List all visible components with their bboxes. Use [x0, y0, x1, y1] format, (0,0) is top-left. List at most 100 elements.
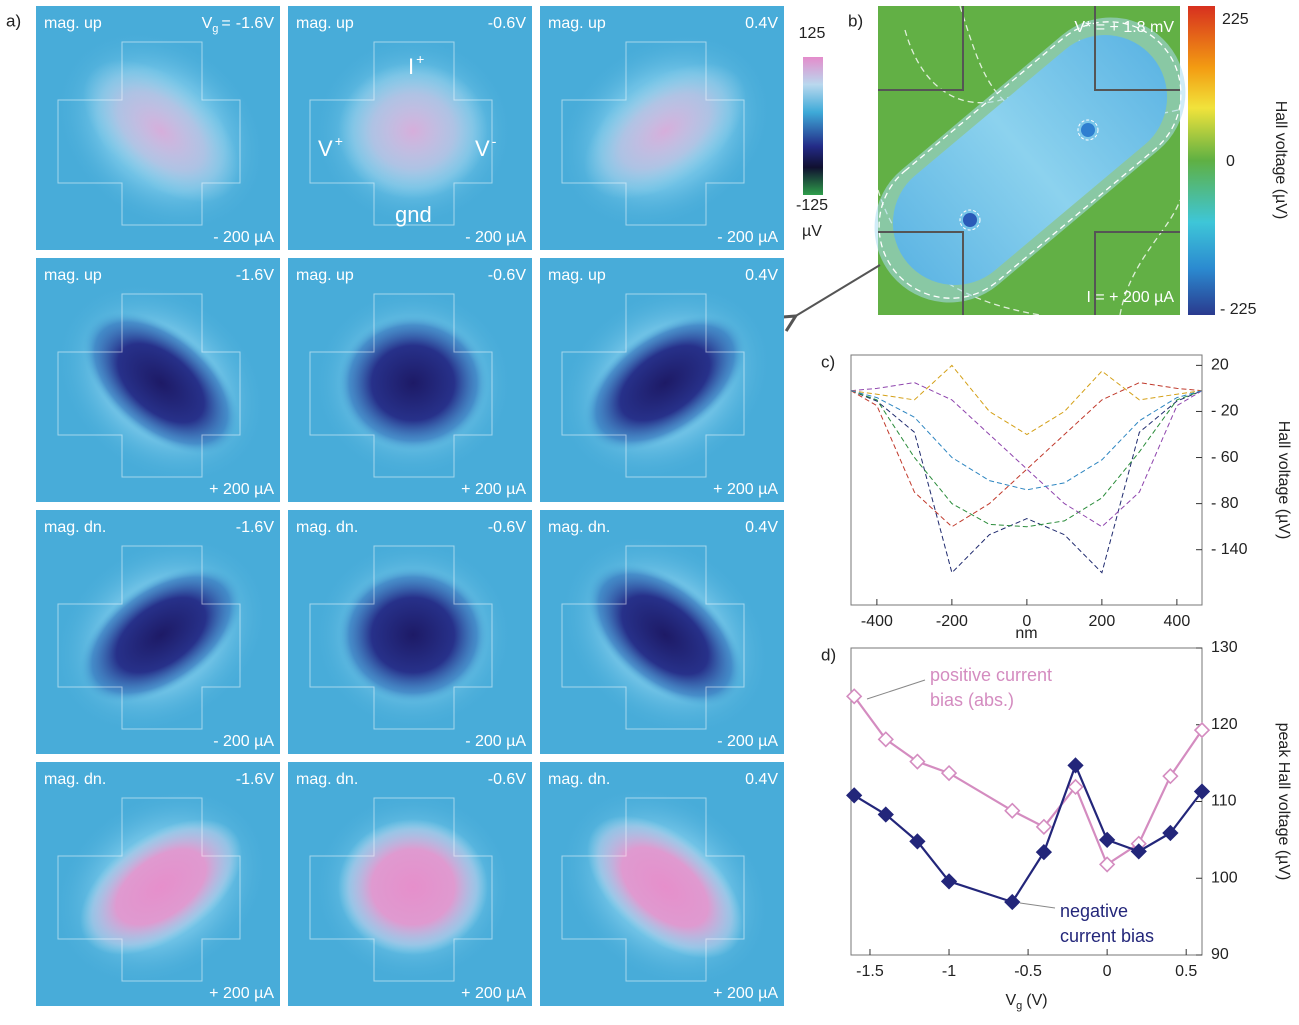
field-label: mag. up [44, 267, 102, 284]
panel-label: a) [6, 11, 21, 30]
y-axis-label: Hall voltage (µV) [1275, 421, 1292, 540]
electrode-label: gnd [395, 202, 432, 227]
signal-core [338, 63, 488, 199]
field-label: mag. up [44, 15, 102, 32]
cross-outline [561, 797, 745, 982]
scan-image: mag. up Vg = -1.6V - 200 µA [36, 6, 280, 250]
x-axis-unit: (V) [1026, 992, 1047, 1009]
plot-frame [850, 354, 1203, 606]
marker [877, 731, 894, 748]
field-label: mag. dn. [548, 519, 610, 536]
field-label: mag. up [548, 267, 606, 284]
electrode-sign: + [416, 51, 424, 67]
current-label: + 200 µA [209, 481, 274, 498]
panel-label: c) [821, 352, 835, 371]
series-line [850, 382, 1203, 528]
x-axis-label: Vg (V) [1005, 992, 1047, 1012]
electrode-name: V [318, 136, 333, 161]
marker [1162, 768, 1179, 785]
annotation: negative [1060, 901, 1128, 921]
current-label: - 200 µA [213, 229, 274, 246]
y-tick-label: 120 [1211, 716, 1238, 733]
field-label: mag. dn. [44, 519, 106, 536]
gate-label: Vg = -1.6V [202, 15, 275, 35]
series-line [850, 364, 1203, 436]
electrode-name: gnd [395, 202, 432, 227]
cross-outline [57, 293, 241, 478]
field-label: mag. dn. [296, 771, 358, 788]
y-tick-label: - 20 [1211, 403, 1239, 420]
marker [940, 764, 958, 782]
x-tick-label: 200 [1089, 613, 1116, 630]
x-tick-label: -1.5 [856, 963, 884, 980]
scan-image: mag. dn. -1.6V - 200 µA [36, 510, 280, 754]
gate-symbol: V [202, 15, 213, 32]
marker [1035, 818, 1053, 835]
marker [909, 753, 926, 770]
scan-image: mag. up 0.4V - 200 µA [540, 6, 784, 250]
signal-core [338, 315, 488, 451]
gate-label: 0.4V [745, 519, 778, 536]
contour [1077, 119, 1099, 141]
scan-image: mag. dn. -0.6V + 200 µA [288, 762, 532, 1006]
electrode-label: V + [318, 133, 343, 161]
x-tick-label: 0 [1022, 613, 1031, 630]
leader-line [1019, 902, 1056, 909]
scan-image: mag. dn. -1.6V + 200 µA [36, 762, 280, 1006]
arrow [794, 264, 881, 317]
annotation: bias (abs.) [930, 690, 1014, 710]
marker [1004, 893, 1021, 911]
x-axis-symbol: V [1005, 992, 1016, 1009]
cross-outline [561, 545, 745, 730]
gate-label: 0.4V [745, 267, 778, 284]
scan-image: mag. dn. -0.6V - 200 µA [288, 510, 532, 754]
colorbar-max: 225 [1222, 11, 1249, 28]
panel-label: b) [848, 11, 863, 30]
gate-subscript: g [212, 23, 218, 35]
current-label: - 200 µA [213, 733, 274, 750]
marker [940, 873, 958, 890]
scan-image: mag. up 0.4V + 200 µA [540, 258, 784, 502]
cross-outline [57, 545, 241, 730]
current-label: - 200 µA [717, 733, 778, 750]
hotspot [963, 213, 977, 227]
scan-image: mag. dn. 0.4V + 200 µA [540, 762, 784, 1006]
marker [1099, 856, 1116, 873]
field-label: mag. dn. [296, 519, 358, 536]
current-label: - 200 µA [465, 229, 526, 246]
field-label: mag. up [548, 15, 606, 32]
series-line [850, 382, 1203, 528]
cross-outline [309, 41, 493, 226]
marker [1162, 824, 1179, 842]
gate-label: -0.6V [488, 519, 527, 536]
gate-label: -0.6V [488, 771, 527, 788]
cross-outline [309, 545, 493, 730]
cross-outline [309, 797, 493, 982]
series-line [853, 695, 1203, 867]
x-tick-label: 400 [1164, 613, 1191, 630]
marker [1099, 831, 1116, 849]
gate-label: -1.6V [236, 771, 275, 788]
cross-outline [309, 293, 493, 478]
series-line [853, 762, 1203, 904]
gate-value: -1.6V [236, 15, 275, 32]
marker [1035, 844, 1053, 861]
leader-line [866, 679, 926, 700]
colorbar-a [803, 57, 823, 195]
colorbar-max: 125 [799, 25, 826, 42]
marker [1067, 778, 1084, 796]
annotation: positive current [930, 665, 1052, 685]
y-tick-label: - 140 [1211, 541, 1248, 558]
y-tick-label: - 80 [1211, 495, 1239, 512]
y-tick-label: 110 [1211, 793, 1237, 810]
x-tick-label: 0 [1103, 963, 1112, 980]
x-tick-label: -0.5 [1014, 963, 1042, 980]
marker [909, 833, 926, 850]
cross-outline [561, 41, 745, 226]
marker [877, 806, 894, 823]
electrode-sign: + [335, 133, 343, 149]
y-tick-label: - 60 [1211, 449, 1239, 466]
gate-label: 0.4V [745, 771, 778, 788]
